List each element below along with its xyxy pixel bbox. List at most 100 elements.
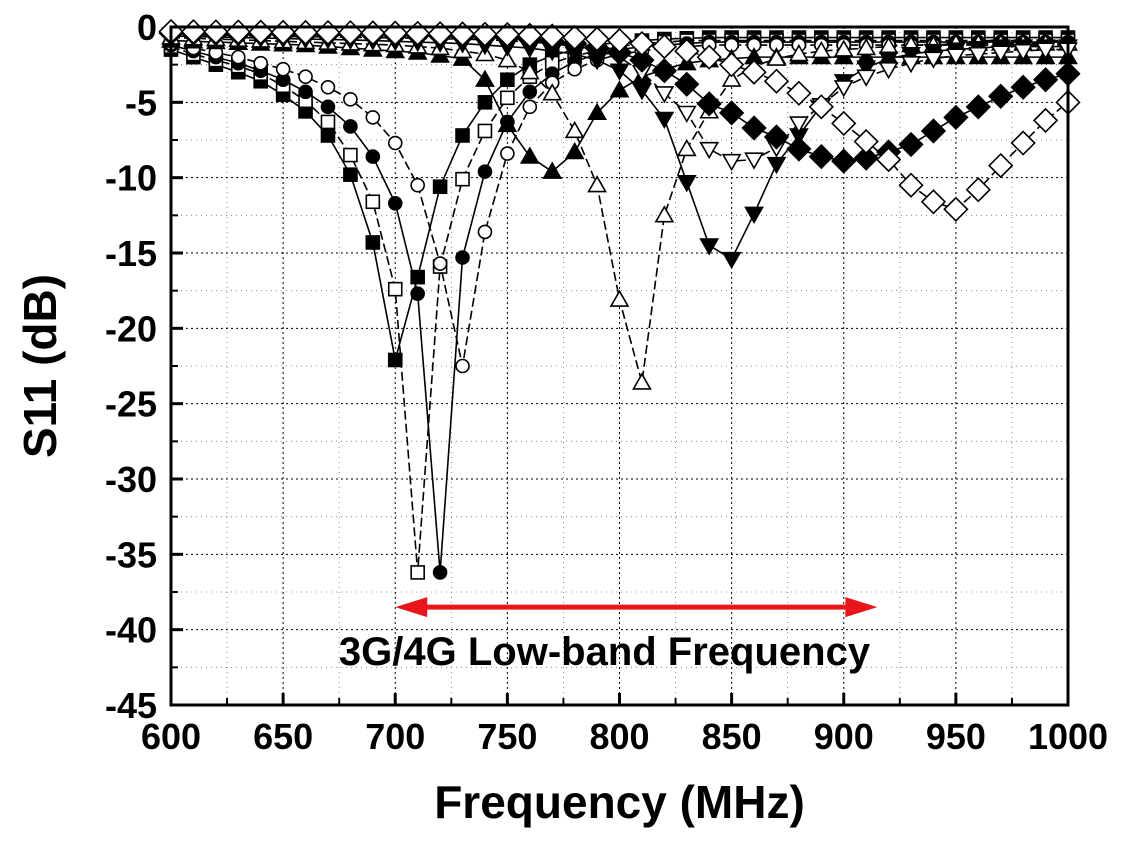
data-point (587, 175, 607, 193)
data-point (477, 123, 493, 139)
data-point (387, 352, 403, 368)
data-point (676, 105, 697, 123)
data-point (763, 68, 790, 94)
data-point (651, 33, 677, 60)
data-point (898, 131, 924, 158)
data-point (741, 59, 767, 85)
data-point (766, 48, 787, 66)
data-point (629, 30, 655, 57)
data-point (856, 69, 877, 87)
data-point (699, 238, 720, 256)
data-point (901, 55, 921, 74)
data-point (387, 195, 403, 211)
data-point (831, 148, 857, 174)
data-point (432, 179, 448, 195)
x-tick-label: 1000 (1028, 716, 1108, 757)
data-point (519, 62, 540, 80)
data-point (298, 69, 313, 85)
data-point (721, 153, 742, 172)
band-annotation (395, 597, 878, 618)
data-point (718, 100, 745, 126)
data-point (230, 49, 246, 65)
y-tick-label: -35 (105, 534, 157, 575)
data-point (853, 145, 879, 171)
data-point (564, 120, 585, 139)
data-point (455, 358, 470, 374)
data-point (320, 114, 336, 130)
x-tick-label: 700 (365, 716, 425, 757)
x-tick-label: 900 (814, 716, 874, 757)
data-point (455, 171, 470, 187)
data-point (343, 167, 358, 182)
data-point (988, 83, 1014, 109)
data-point (831, 110, 857, 137)
data-point (410, 286, 425, 301)
band-arrow-right-head (845, 597, 878, 618)
data-point (808, 143, 834, 170)
tick-labels: 600 650 700 750 800 850 900 950 1000 0 -5 -10 -15 -20… (105, 7, 1108, 757)
data-point (766, 156, 787, 175)
data-point (587, 102, 607, 121)
axis-ticks (169, 25, 1070, 707)
data-point (699, 141, 720, 160)
data-point (382, 20, 408, 46)
data-point (497, 114, 518, 133)
data-point (494, 21, 521, 48)
data-point (741, 115, 767, 141)
data-point (833, 39, 854, 57)
y-tick-label: 0 (137, 7, 157, 48)
data-point (629, 47, 655, 73)
data-point (1035, 42, 1056, 60)
x-tick-label: 650 (253, 716, 313, 757)
data-point (455, 250, 470, 265)
grid-lines (171, 27, 1068, 705)
data-point (965, 177, 991, 203)
data-point (609, 80, 630, 98)
data-point (654, 111, 675, 130)
y-tick-label: -10 (105, 158, 157, 199)
data-point (315, 19, 341, 46)
data-point (500, 72, 515, 88)
data-point (320, 128, 336, 143)
data-point (522, 99, 538, 115)
data-point (343, 147, 358, 163)
data-point (1010, 130, 1036, 156)
data-point (744, 206, 764, 224)
data-point (676, 175, 697, 193)
data-point (564, 141, 585, 160)
data-point (477, 164, 493, 179)
data-point (651, 58, 677, 84)
data-point (449, 21, 476, 47)
data-point (562, 24, 588, 51)
data-point (878, 51, 899, 69)
data-point (387, 135, 403, 151)
data-point (539, 23, 565, 49)
x-tick-label: 800 (589, 716, 649, 757)
data-point (609, 289, 630, 307)
data-point (856, 60, 877, 78)
data-point (786, 136, 812, 162)
data-point (1032, 67, 1059, 93)
band-annotation-label: 3G/4G Low-band Frequency (339, 630, 871, 674)
data-point (875, 146, 902, 173)
data-point (988, 152, 1014, 179)
data-point (923, 51, 944, 69)
data-point (343, 119, 358, 134)
data-point (696, 91, 722, 117)
data-point (365, 149, 381, 164)
data-point (632, 83, 652, 101)
data-point (343, 92, 358, 107)
data-point (990, 45, 1011, 63)
data-point (674, 71, 700, 97)
data-point (833, 80, 854, 98)
data-point (497, 50, 518, 68)
data-point (275, 61, 291, 77)
data-series (158, 18, 1081, 580)
data-point (721, 69, 742, 87)
data-point (410, 177, 425, 193)
data-point (387, 281, 403, 297)
data-point (898, 172, 924, 198)
data-point (721, 251, 742, 270)
data-point (943, 104, 969, 131)
data-point (500, 146, 515, 161)
